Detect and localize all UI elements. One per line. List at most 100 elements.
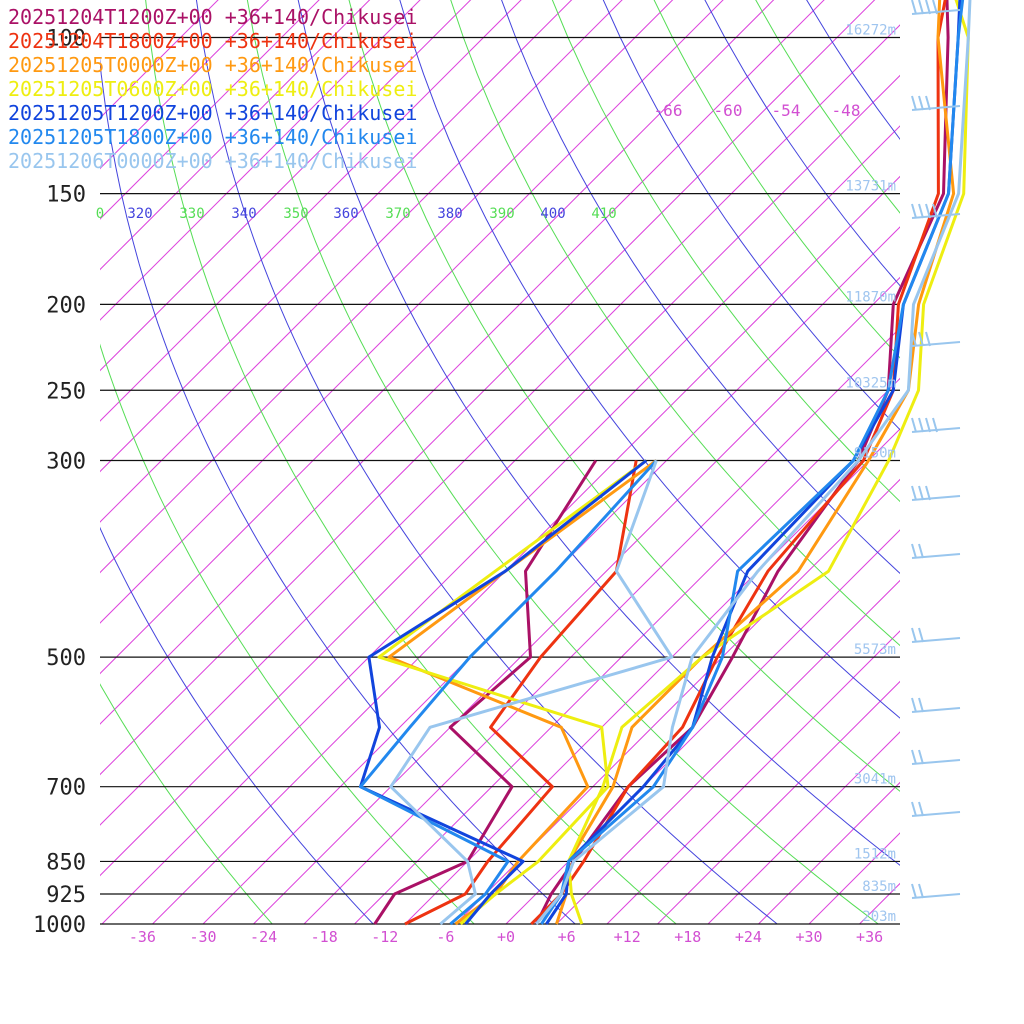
pressure-label: 100 — [46, 27, 86, 52]
wind-barb-flag — [911, 627, 917, 643]
legend-entry: 20251205T0600Z+00 +36+140/Chikusei — [8, 77, 417, 101]
wind-barb-flag — [925, 203, 931, 219]
wind-barb — [911, 203, 961, 219]
dry-adiabat-line — [755, 0, 900, 214]
dry-adiabat-line — [100, 683, 273, 924]
theta-label: 350 — [283, 206, 308, 222]
temperature-tick-label: -30 — [189, 928, 216, 946]
isotherm-line — [354, 377, 900, 924]
pressure-label: 850 — [46, 850, 86, 875]
wind-barb-flag — [918, 203, 924, 219]
wind-barb-flag — [918, 697, 924, 713]
legend-entry: 20251205T0000Z+00 +36+140/Chikusei — [8, 53, 417, 77]
isotherm-line — [505, 529, 900, 924]
wind-barb — [911, 95, 961, 111]
wind-barb-flag — [911, 417, 917, 433]
wind-barb-flag — [918, 883, 924, 899]
dry-adiabat-line — [602, 0, 900, 431]
dewpoint-line — [373, 459, 598, 925]
temperature-tick-label: +6 — [558, 928, 576, 946]
dry-adiabat-line — [348, 0, 900, 792]
wind-barb-shaft — [911, 341, 961, 347]
wind-barb — [911, 485, 961, 501]
theta-label: 0 — [96, 206, 104, 222]
pressure-label: 1000 — [33, 913, 86, 938]
height-label: 5573m — [854, 642, 896, 658]
temperature-tick-label: -36 — [129, 928, 156, 946]
wind-barb-flag — [911, 697, 917, 713]
isotherm-line — [910, 0, 1024, 924]
isotherm-line — [100, 0, 674, 574]
legend: 20251204T1200Z+00 +36+140/Chikusei 202512… — [8, 5, 417, 173]
pressure-label: 200 — [46, 293, 86, 318]
wind-barb — [911, 331, 961, 347]
dry-adiabat-line — [653, 0, 900, 359]
wind-barb-flag — [911, 331, 917, 347]
theta-label: 380 — [437, 206, 462, 222]
wind-barb-flag — [911, 0, 917, 15]
pressure-label: 925 — [46, 883, 86, 908]
temperature-tick-label: -24 — [250, 928, 277, 946]
wind-barb-shaft — [911, 707, 961, 713]
dry-adiabat-line — [450, 0, 900, 647]
series-layer — [359, 0, 972, 926]
isotherm-line — [152, 175, 900, 924]
theta-label: 360 — [333, 206, 358, 222]
isotherm-line — [100, 0, 775, 675]
wind-barb — [911, 627, 961, 643]
isotherm-line — [404, 428, 900, 924]
wind-barb-flag — [911, 95, 917, 111]
wind-barb-shaft — [911, 811, 961, 817]
isotherm-line — [606, 630, 900, 924]
temperature-line — [555, 0, 956, 925]
height-label: 16272m — [845, 23, 896, 39]
wind-barb-shaft — [911, 495, 961, 501]
wind-barb — [911, 543, 961, 559]
wind-barbs — [911, 0, 961, 899]
isotherm-label: -66 — [654, 101, 683, 120]
wind-barb — [911, 801, 961, 817]
wind-barb-flag — [925, 417, 931, 433]
dry-adiabat-line — [100, 343, 475, 924]
wind-barb-shaft — [911, 105, 961, 111]
dewpoint-line — [387, 459, 658, 926]
wind-barb-flag — [932, 417, 938, 433]
pressure-label: 300 — [46, 449, 86, 474]
wind-barb-flag — [918, 0, 924, 15]
height-label: 835m — [862, 879, 896, 895]
theta-label: 340 — [231, 206, 256, 222]
isotherm-line — [657, 680, 900, 924]
wind-barb-flag — [918, 331, 924, 347]
height-label: 1512m — [854, 846, 896, 862]
wind-barb-flag — [918, 417, 924, 433]
pressure-label: 250 — [46, 379, 86, 404]
isotherm-line — [100, 0, 573, 473]
height-label: 203m — [862, 909, 896, 925]
wind-barb-flag — [911, 203, 917, 219]
dry-adiabat-line — [195, 0, 778, 924]
dry-adiabat-line — [100, 57, 576, 924]
wind-barb-flag — [925, 0, 931, 15]
dry-adiabat-line — [501, 0, 900, 574]
isotherm-line — [100, 0, 472, 372]
isotherm-label: -60 — [714, 101, 743, 120]
temperature-line — [540, 0, 965, 925]
wind-barb-shaft — [911, 637, 961, 643]
legend-entry: 20251204T1200Z+00 +36+140/Chikusei — [8, 5, 417, 29]
height-label: 9150m — [854, 445, 896, 461]
dry-adiabat-line — [100, 526, 374, 924]
dewpoint-line — [404, 460, 638, 926]
temperature-tick-label: +30 — [795, 928, 822, 946]
dewpoint-line — [377, 459, 648, 926]
isotherm-line — [100, 0, 724, 624]
dewpoint-line — [389, 459, 674, 926]
legend-entry: 20251205T1200Z+00 +36+140/Chikusei — [8, 101, 417, 125]
wind-barb — [911, 883, 961, 899]
wind-barb-flag — [918, 543, 924, 559]
wind-barb-flag — [918, 485, 924, 501]
wind-barb-flag — [918, 95, 924, 111]
dry-adiabat-line — [399, 0, 900, 719]
isotherm-line — [101, 125, 900, 924]
dewpoint-line — [359, 459, 648, 925]
